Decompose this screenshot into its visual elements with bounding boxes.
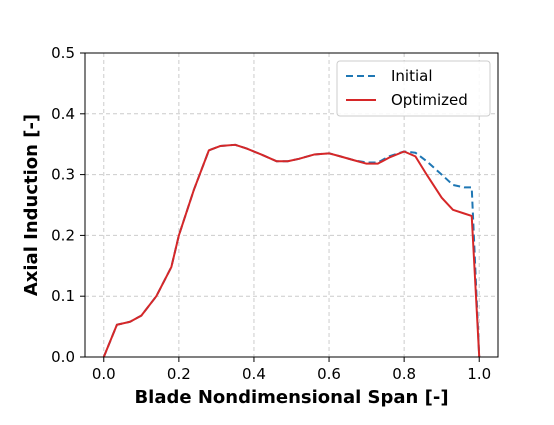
y-tick-label: 0.2: [51, 226, 75, 244]
y-axis-title: Axial Induction [-]: [21, 114, 42, 296]
series-layer: [102, 143, 481, 358]
x-tick-label: 1.0: [467, 365, 491, 383]
x-tick-label: 0.2: [167, 365, 191, 383]
legend: Initial Optimized: [336, 60, 491, 117]
legend-box: [336, 60, 491, 117]
series-line-initial: [102, 143, 481, 358]
x-tick-label: 0.0: [92, 365, 116, 383]
y-tick-label: 0.4: [51, 105, 75, 123]
x-tick-label: 0.4: [242, 365, 266, 383]
legend-label-initial: Initial: [391, 67, 433, 85]
series-line-optimized: [102, 143, 481, 358]
x-tick-label: 0.8: [392, 365, 416, 383]
y-tick-label: 0.3: [51, 166, 75, 184]
y-tick-label: 0.0: [51, 348, 75, 366]
y-tick-label: 0.5: [51, 44, 75, 62]
plot-frame: [84, 52, 499, 358]
ticks: 0.0 0.2 0.4 0.6 0.8 1.0 0.0 0.1 0.2 0.3 0.4 0.5: [51, 44, 491, 383]
x-axis-title: Blade Nondimensional Span [-]: [134, 387, 448, 408]
y-tick-label: 0.1: [51, 287, 75, 305]
legend-label-optimized: Optimized: [391, 91, 468, 109]
x-tick-label: 0.6: [317, 365, 341, 383]
